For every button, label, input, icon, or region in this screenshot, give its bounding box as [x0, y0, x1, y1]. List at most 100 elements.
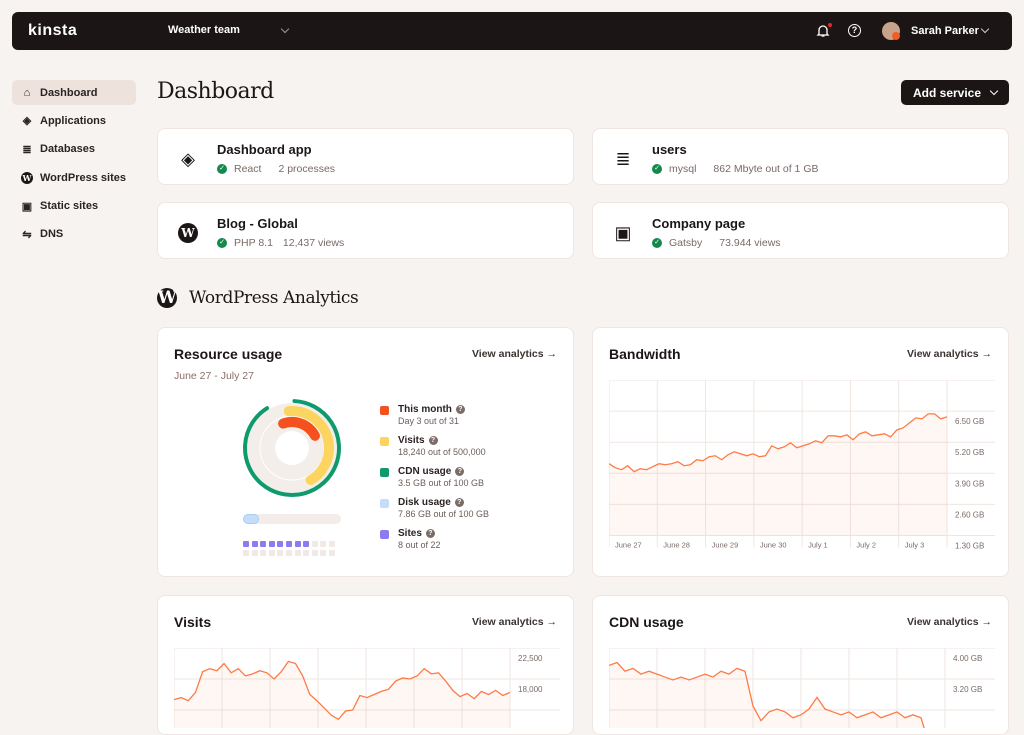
y-tick-label: 18,000 — [518, 685, 543, 694]
check-icon: ✓ — [217, 238, 227, 248]
ring-center — [275, 431, 309, 465]
help-icon[interactable]: ? — [848, 24, 861, 37]
y-tick-label: 3.20 GB — [953, 685, 982, 694]
legend-label: Sites — [398, 528, 422, 539]
user-menu[interactable]: Sarah Parker — [911, 25, 979, 37]
site-dot — [260, 541, 266, 547]
site-dot — [243, 541, 249, 547]
static-site-icon: ▣ — [21, 200, 33, 212]
database-icon: ≣ — [21, 143, 33, 155]
x-tick-label: June 29 — [712, 541, 739, 550]
kinsta-logo[interactable]: kinsta — [28, 22, 77, 40]
site-dot — [252, 550, 258, 556]
bandwidth-chart: 6.50 GB5.20 GB3.90 GB2.60 GB1.30 GBJune … — [609, 380, 995, 555]
legend-swatch — [380, 530, 389, 539]
sidebar-item-static-sites[interactable]: ▣ Static sites — [12, 194, 136, 219]
sidebar-item-applications[interactable]: ◈ Applications — [12, 108, 136, 133]
legend-swatch — [380, 468, 389, 477]
x-tick-label: June 30 — [760, 541, 787, 550]
sidebar-item-dashboard[interactable]: ⌂ Dashboard — [12, 80, 136, 105]
site-dot — [260, 550, 266, 556]
wordpress-icon: W — [21, 172, 33, 184]
legend-detail: 8 out of 22 — [398, 540, 441, 550]
sidebar-item-label: WordPress sites — [40, 172, 126, 184]
resource-usage-card: Resource usage View analytics → June 27 … — [157, 327, 574, 577]
disk-usage-fill — [243, 514, 259, 524]
legend-detail: 7.86 GB out of 100 GB — [398, 509, 489, 519]
service-name: users — [652, 142, 687, 157]
sidebar-item-label: Dashboard — [40, 87, 97, 99]
view-analytics-link[interactable]: View analytics → — [907, 348, 992, 360]
help-icon[interactable]: ? — [426, 529, 435, 538]
legend-swatch — [380, 499, 389, 508]
usage-ring-chart — [242, 398, 342, 498]
sidebar-item-databases[interactable]: ≣ Databases — [12, 137, 136, 162]
service-name: Company page — [652, 216, 745, 231]
sidebar-item-label: Applications — [40, 115, 106, 127]
y-tick-label: 22,500 — [518, 654, 543, 663]
y-tick-label: 6.50 GB — [955, 417, 984, 426]
layers-icon: ◈ — [178, 149, 198, 169]
visits-card: Visits View analytics → 22,500 18,000 — [157, 595, 574, 735]
site-dot — [320, 550, 326, 556]
area-fill — [174, 661, 510, 728]
layers-icon: ◈ — [21, 115, 33, 127]
site-dot — [295, 550, 301, 556]
site-dot — [303, 541, 309, 547]
y-tick-label: 2.60 GB — [955, 510, 984, 519]
sidebar-item-dns[interactable]: ⇋DNS — [12, 222, 136, 247]
chevron-down-icon — [990, 86, 998, 94]
service-detail: 73.944 views — [719, 237, 780, 249]
site-dot — [295, 541, 301, 547]
help-icon[interactable]: ? — [455, 467, 464, 476]
sidebar-item-label: Static sites — [40, 200, 98, 212]
disk-usage-bar — [243, 514, 341, 524]
site-dot — [243, 550, 249, 556]
page-title: Dashboard — [157, 79, 274, 104]
help-icon[interactable]: ? — [429, 436, 438, 445]
sidebar-item-label: DNS — [40, 228, 63, 240]
bell-icon[interactable] — [816, 24, 830, 43]
area-fill — [609, 414, 947, 536]
service-name: Blog - Global — [217, 216, 298, 231]
add-service-button[interactable]: Add service — [901, 80, 1009, 105]
sidebar-item-label: Databases — [40, 143, 95, 155]
chevron-down-icon[interactable] — [281, 25, 289, 33]
view-analytics-link[interactable]: View analytics → — [907, 616, 992, 628]
x-tick-label: July 1 — [808, 541, 828, 550]
legend-swatch — [380, 406, 389, 415]
home-icon: ⌂ — [21, 87, 33, 99]
check-icon: ✓ — [652, 164, 662, 174]
database-icon: ≣ — [613, 149, 633, 169]
check-icon: ✓ — [652, 238, 662, 248]
help-icon[interactable]: ? — [455, 498, 464, 507]
service-tech: React — [234, 163, 261, 175]
help-icon[interactable]: ? — [456, 405, 465, 414]
y-tick-label: 1.30 GB — [955, 542, 984, 551]
site-dot — [329, 541, 335, 547]
site-dot — [277, 541, 283, 547]
view-analytics-link[interactable]: View analytics → — [472, 616, 557, 628]
visits-chart: 22,500 18,000 — [174, 648, 560, 728]
cdn-usage-chart: 4.00 GB3.20 GB — [609, 648, 995, 728]
legend-label: Visits — [398, 435, 425, 446]
top-bar: kinsta Weather team ? Sarah Parker — [12, 12, 1012, 50]
service-detail: 862 Mbyte out of 1 GB — [713, 163, 818, 175]
view-analytics-link[interactable]: View analytics → — [472, 348, 557, 360]
legend-detail: 3.5 GB out of 100 GB — [398, 478, 484, 488]
card-title: Resource usage — [174, 346, 282, 362]
sidebar-item-wordpress-sites[interactable]: W WordPress sites — [12, 165, 136, 190]
team-selector[interactable]: Weather team — [168, 24, 240, 36]
card-title: Visits — [174, 614, 211, 630]
x-tick-label: July 2 — [856, 541, 876, 550]
chevron-down-icon[interactable] — [981, 25, 989, 33]
y-tick-label: 3.90 GB — [955, 479, 984, 488]
site-dot — [269, 550, 275, 556]
avatar-badge — [892, 32, 900, 40]
